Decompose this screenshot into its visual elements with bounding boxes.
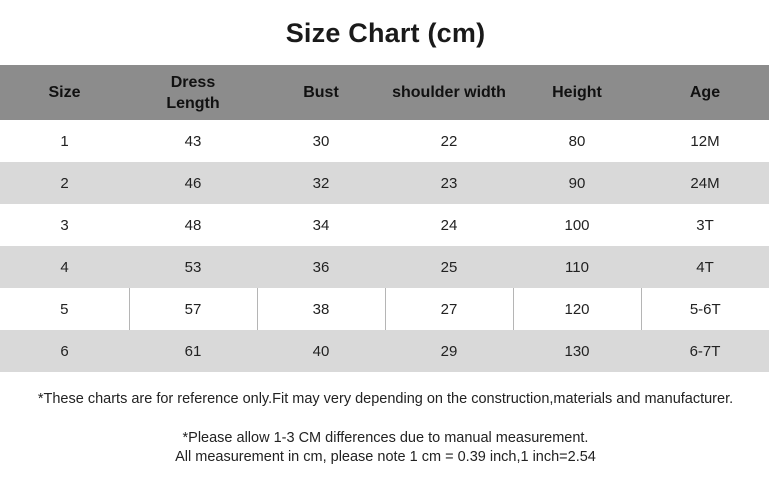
cell-dress-length: 61 (129, 330, 257, 372)
table-row: 1 43 30 22 80 12M (0, 120, 769, 162)
cell-height: 130 (513, 330, 641, 372)
page-title: Size Chart (cm) (285, 18, 486, 48)
cell-dress-length: 46 (129, 162, 257, 204)
cell-dress-length: 53 (129, 246, 257, 288)
table-header-row: Size Dress Length Bust shoulder width He… (0, 65, 769, 120)
cell-bust: 30 (257, 120, 385, 162)
cell-height: 80 (513, 120, 641, 162)
cell-height: 90 (513, 162, 641, 204)
cell-bust: 38 (256, 288, 385, 330)
cell-bust: 40 (257, 330, 385, 372)
cell-bust: 34 (257, 204, 385, 246)
cell-age: 3T (641, 204, 769, 246)
cell-shoulder-width: 23 (385, 162, 513, 204)
cell-size: 3 (0, 204, 129, 246)
cell-size: 6 (0, 330, 129, 372)
cell-height: 100 (513, 204, 641, 246)
header-shoulder-width: shoulder width (385, 65, 513, 120)
cell-shoulder-width: 24 (385, 204, 513, 246)
cell-dress-length: 43 (129, 120, 257, 162)
cell-size: 2 (0, 162, 129, 204)
header-size: Size (0, 65, 129, 120)
cell-height: 120 (512, 288, 641, 330)
cell-age: 4T (641, 246, 769, 288)
header-dress-length-label: Dress Length (166, 73, 220, 112)
measurement-notes: *Please allow 1-3 CM differences due to … (0, 429, 771, 467)
header-dress-length: Dress Length (129, 65, 257, 120)
reference-note: *These charts are for reference only.Fit… (37, 391, 734, 407)
cell-height: 110 (513, 246, 641, 288)
table-row: 6 61 40 29 130 6-7T (0, 330, 769, 372)
cell-age: 12M (641, 120, 769, 162)
table-row: 4 53 36 25 110 4T (0, 246, 769, 288)
cell-dress-length: 57 (128, 288, 257, 330)
cell-bust: 32 (257, 162, 385, 204)
cell-age: 6-7T (641, 330, 769, 372)
cell-size: 4 (0, 246, 129, 288)
table-row: 3 48 34 24 100 3T (0, 204, 769, 246)
table-row: 2 46 32 23 90 24M (0, 162, 769, 204)
cell-bust: 36 (257, 246, 385, 288)
header-age: Age (641, 65, 769, 120)
cell-size: 1 (0, 120, 129, 162)
cell-shoulder-width: 25 (385, 246, 513, 288)
cell-shoulder-width: 29 (385, 330, 513, 372)
header-height: Height (513, 65, 641, 120)
header-bust: Bust (257, 65, 385, 120)
cell-shoulder-width: 27 (384, 288, 513, 330)
size-chart-table: Size Dress Length Bust shoulder width He… (0, 65, 769, 372)
cell-shoulder-width: 22 (385, 120, 513, 162)
table-row: 5 57 38 27 120 5-6T (0, 288, 769, 330)
difference-note: *Please allow 1-3 CM differences due to … (182, 430, 589, 446)
cell-age: 24M (641, 162, 769, 204)
conversion-note: All measurement in cm, please note 1 cm … (175, 449, 596, 465)
cell-age: 5-6T (640, 288, 769, 330)
cell-size: 5 (0, 288, 129, 330)
cell-dress-length: 48 (129, 204, 257, 246)
